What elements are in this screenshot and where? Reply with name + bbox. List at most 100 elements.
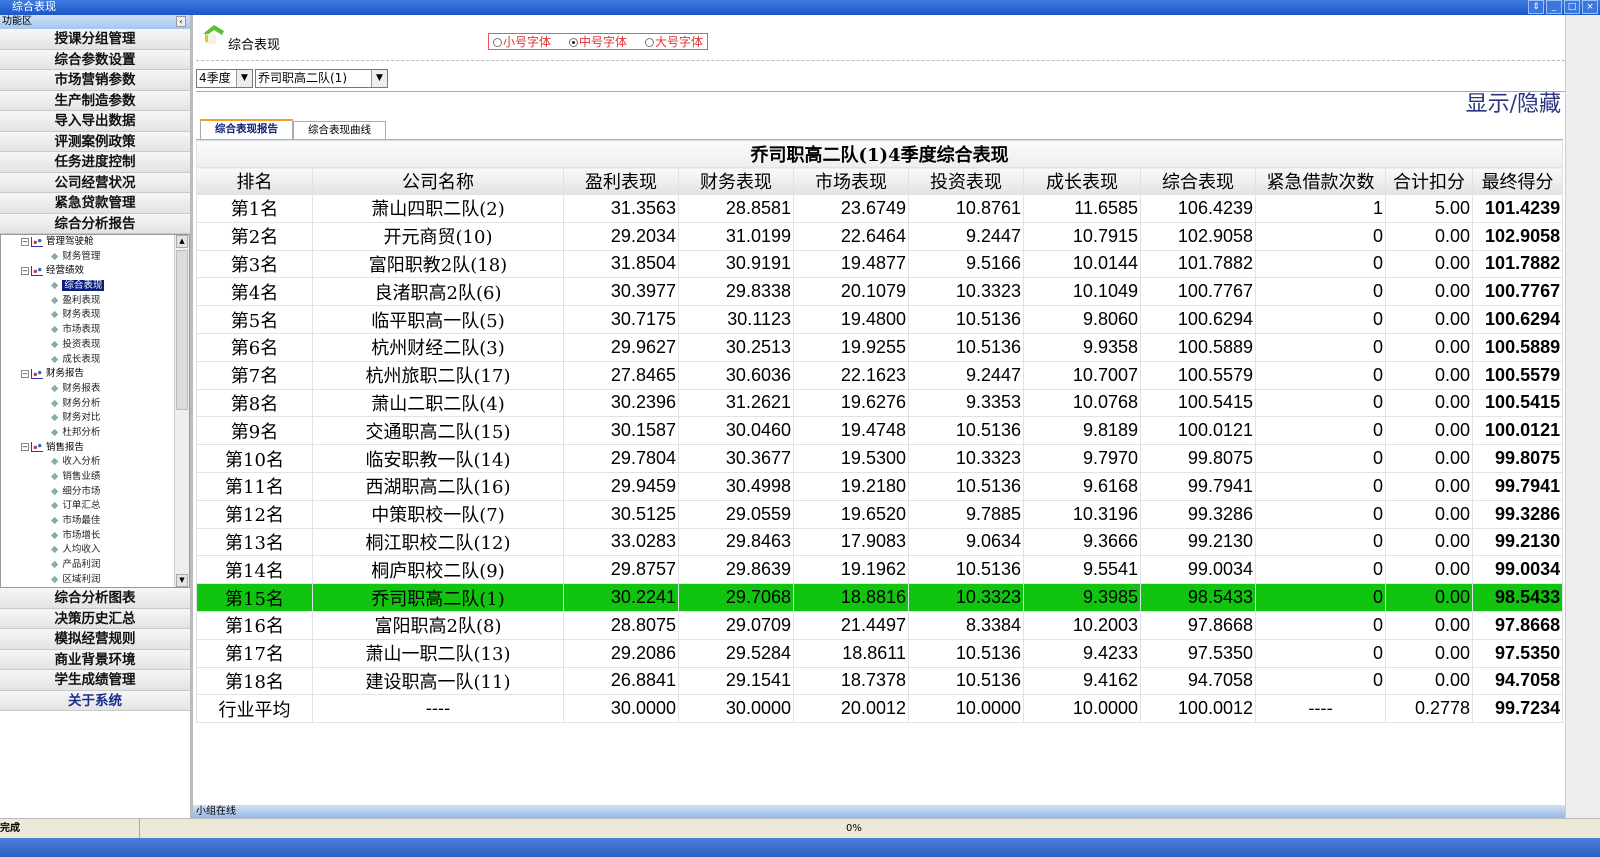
- online-bar[interactable]: 小组在线: [193, 805, 1565, 818]
- table-row[interactable]: 第10名 临安职教一队(14) 29.7804 30.3677 19.5300 10.33…: [196, 444, 1564, 473]
- column-header[interactable]: 财务表现: [678, 167, 794, 195]
- table-row[interactable]: 第5名 临平职高一队(5) 30.7175 30.1123 19.4800 10.5136…: [196, 305, 1564, 334]
- sidebar-menu-item[interactable]: 关于系统: [0, 690, 190, 711]
- tree-leaf[interactable]: ◆ 财务分析: [1, 397, 189, 412]
- column-header[interactable]: 投资表现: [908, 167, 1024, 195]
- sidebar-menu-item[interactable]: 市场营销参数: [0, 70, 190, 91]
- table-row[interactable]: 第1名 萧山四职二队(2) 31.3563 28.8581 23.6749 10.8761…: [196, 194, 1564, 223]
- table-cell: 10.3323: [908, 444, 1024, 473]
- tree-leaf[interactable]: ◆ 产品利润: [1, 558, 189, 573]
- font-size-radio[interactable]: 小号字体: [493, 33, 551, 50]
- table-row[interactable]: 第4名 良渚职高2队(6) 30.3977 29.8338 20.1079 10.3323…: [196, 277, 1564, 307]
- scroll-icon[interactable]: ⇕: [1528, 0, 1544, 14]
- column-header[interactable]: 最终得分: [1471, 167, 1564, 195]
- close-button[interactable]: ×: [1582, 0, 1598, 14]
- sidebar-menu-item[interactable]: 授课分组管理: [0, 29, 190, 50]
- table-row[interactable]: 第14名 桐庐职校二队(9) 29.8757 29.8639 19.1962 10.513…: [196, 555, 1564, 585]
- team-select[interactable]: 乔司职高二队(1) ▼: [255, 69, 388, 88]
- tab-curve[interactable]: 综合表现曲线: [293, 121, 386, 139]
- column-header[interactable]: 成长表现: [1023, 167, 1141, 195]
- sidebar-menu-item[interactable]: 任务进度控制: [0, 152, 190, 173]
- sidebar-menu-item[interactable]: 商业背景环境: [0, 649, 190, 670]
- font-size-radio[interactable]: 中号字体: [569, 33, 627, 50]
- tree-leaf[interactable]: ◆ 财务对比: [1, 411, 189, 426]
- radio-icon[interactable]: [645, 38, 655, 47]
- quarter-select[interactable]: 4季度 ▼: [196, 69, 253, 88]
- radio-icon[interactable]: [569, 38, 579, 47]
- table-row[interactable]: 第2名 开元商贸(10) 29.2034 31.0199 22.6464 9.2447 10…: [196, 221, 1564, 251]
- sidebar-menu-item[interactable]: 公司经营状况: [0, 172, 190, 193]
- tree-leaf[interactable]: ◆ 成长表现: [1, 353, 189, 368]
- tree-group[interactable]: − 管理驾驶舱: [1, 235, 189, 250]
- table-row[interactable]: 第16名 富阳职高2队(8) 28.8075 29.0709 21.4497 8.3384…: [196, 610, 1564, 640]
- tree-leaf[interactable]: ◆ 市场最佳: [1, 514, 189, 529]
- column-header[interactable]: 盈利表现: [563, 167, 679, 195]
- table-row[interactable]: 第18名 建设职高一队(11) 26.8841 29.1541 18.7378 10.51…: [196, 666, 1564, 696]
- tree-leaf[interactable]: ◆ 杜邦分析: [1, 426, 189, 441]
- tree-leaf[interactable]: ◆ 综合表现: [1, 279, 189, 294]
- table-row[interactable]: 行业平均 ---- 30.0000 30.0000 20.0012 10.0000 10.0…: [196, 694, 1564, 724]
- table-row[interactable]: 第15名 乔司职高二队(1) 30.2241 29.7068 18.8816 10.332…: [196, 583, 1564, 612]
- tree-group[interactable]: − 经营绩效: [1, 264, 189, 279]
- table-row[interactable]: 第17名 萧山一职二队(13) 29.2086 29.5284 18.8611 10.51…: [196, 638, 1564, 668]
- tree-group[interactable]: − 财务报告: [1, 367, 189, 382]
- tree-leaf[interactable]: ◆ 销售业绩: [1, 470, 189, 485]
- column-header[interactable]: 公司名称: [312, 167, 564, 195]
- font-size-radio[interactable]: 大号字体: [645, 33, 703, 50]
- table-row[interactable]: 第3名 富阳职教2队(18) 31.8504 30.9191 19.4877 9.5166…: [196, 249, 1564, 279]
- chevron-down-icon[interactable]: ▼: [236, 70, 252, 87]
- table-row[interactable]: 第7名 杭州旅职二队(17) 27.8465 30.6036 22.1623 9.2447…: [196, 360, 1564, 390]
- table-row[interactable]: 第6名 杭州财经二队(3) 29.9627 30.2513 19.9255 10.5136…: [196, 332, 1564, 362]
- tab-report[interactable]: 综合表现报告: [200, 119, 293, 139]
- collapse-icon[interactable]: ‹: [176, 16, 186, 27]
- maximize-button[interactable]: □: [1564, 0, 1580, 14]
- tree-leaf[interactable]: ◆ 细分市场: [1, 485, 189, 500]
- tree-leaf-label: 成长表现: [62, 353, 101, 365]
- tree-leaf[interactable]: ◆ 区域利润: [1, 573, 189, 587]
- tree-leaf[interactable]: ◆ 财务报表: [1, 382, 189, 397]
- tree-leaf[interactable]: ◆ 收入分析: [1, 455, 189, 470]
- sidebar-menu-item[interactable]: 紧急贷款管理: [0, 193, 190, 214]
- sidebar-menu-item[interactable]: 综合参数设置: [0, 49, 190, 70]
- sidebar-menu-item[interactable]: 模拟经营规则: [0, 629, 190, 650]
- scroll-thumb[interactable]: [176, 250, 188, 410]
- tree-leaf[interactable]: ◆ 市场表现: [1, 323, 189, 338]
- scroll-down-icon[interactable]: ▼: [176, 574, 188, 587]
- tree-leaf[interactable]: ◆ 盈利表现: [1, 294, 189, 309]
- scroll-up-icon[interactable]: ▲: [176, 235, 188, 248]
- sidebar-menu-item[interactable]: 决策历史汇总: [0, 608, 190, 629]
- tree-scrollbar[interactable]: ▲ ▼: [174, 235, 189, 587]
- sidebar-menu-item[interactable]: 学生成绩管理: [0, 670, 190, 691]
- sidebar-menu-item[interactable]: 导入导出数据: [0, 111, 190, 132]
- table-row[interactable]: 第13名 桐江职校二队(12) 33.0283 29.8463 17.9083 9.063…: [196, 527, 1564, 557]
- collapse-toggle-icon[interactable]: −: [21, 443, 29, 452]
- table-row[interactable]: 第11名 西湖职高二队(16) 29.9459 30.4998 19.2180 10.51…: [196, 471, 1564, 501]
- collapse-toggle-icon[interactable]: −: [21, 266, 29, 275]
- show-hide-link[interactable]: 显示/隐藏: [1465, 92, 1561, 117]
- column-header[interactable]: 合计扣分: [1385, 167, 1473, 195]
- radio-icon[interactable]: [493, 38, 502, 47]
- tree-group[interactable]: − 销售报告: [1, 441, 189, 456]
- sidebar-menu-item[interactable]: 综合分析图表: [0, 588, 190, 609]
- collapse-toggle-icon[interactable]: −: [21, 369, 29, 378]
- tree-leaf[interactable]: ◆ 订单汇总: [1, 499, 189, 514]
- sidebar-menu-item[interactable]: 综合分析报告: [0, 213, 190, 234]
- tree-leaf[interactable]: ◆ 市场增长: [1, 529, 189, 544]
- tree-leaf[interactable]: ◆ 财务表现: [1, 308, 189, 323]
- chevron-down-icon[interactable]: ▼: [371, 70, 387, 87]
- tree-leaf[interactable]: ◆ 人均收入: [1, 543, 189, 558]
- minimize-button[interactable]: _: [1546, 0, 1562, 14]
- table-row[interactable]: 第12名 中策职校一队(7) 30.5125 29.0559 19.6520 9.7885…: [196, 499, 1564, 529]
- collapse-toggle-icon[interactable]: −: [21, 237, 29, 246]
- table-row[interactable]: 第9名 交通职高二队(15) 30.1587 30.0460 19.4748 10.513…: [196, 416, 1564, 446]
- sidebar-menu-item[interactable]: 评测案例政策: [0, 131, 190, 152]
- column-header[interactable]: 综合表现: [1140, 167, 1256, 195]
- sidebar-menu-item[interactable]: 生产制造参数: [0, 90, 190, 111]
- table-row[interactable]: 第8名 萧山二职二队(4) 30.2396 31.2621 19.6276 9.3353 1…: [196, 388, 1564, 418]
- tree-leaf[interactable]: ◆ 财务管理: [1, 250, 189, 265]
- column-header[interactable]: 市场表现: [793, 167, 909, 195]
- right-scrollbar[interactable]: [1565, 15, 1600, 818]
- column-header[interactable]: 排名: [196, 167, 313, 195]
- tree-leaf[interactable]: ◆ 投资表现: [1, 338, 189, 353]
- column-header[interactable]: 紧急借款次数: [1255, 167, 1386, 195]
